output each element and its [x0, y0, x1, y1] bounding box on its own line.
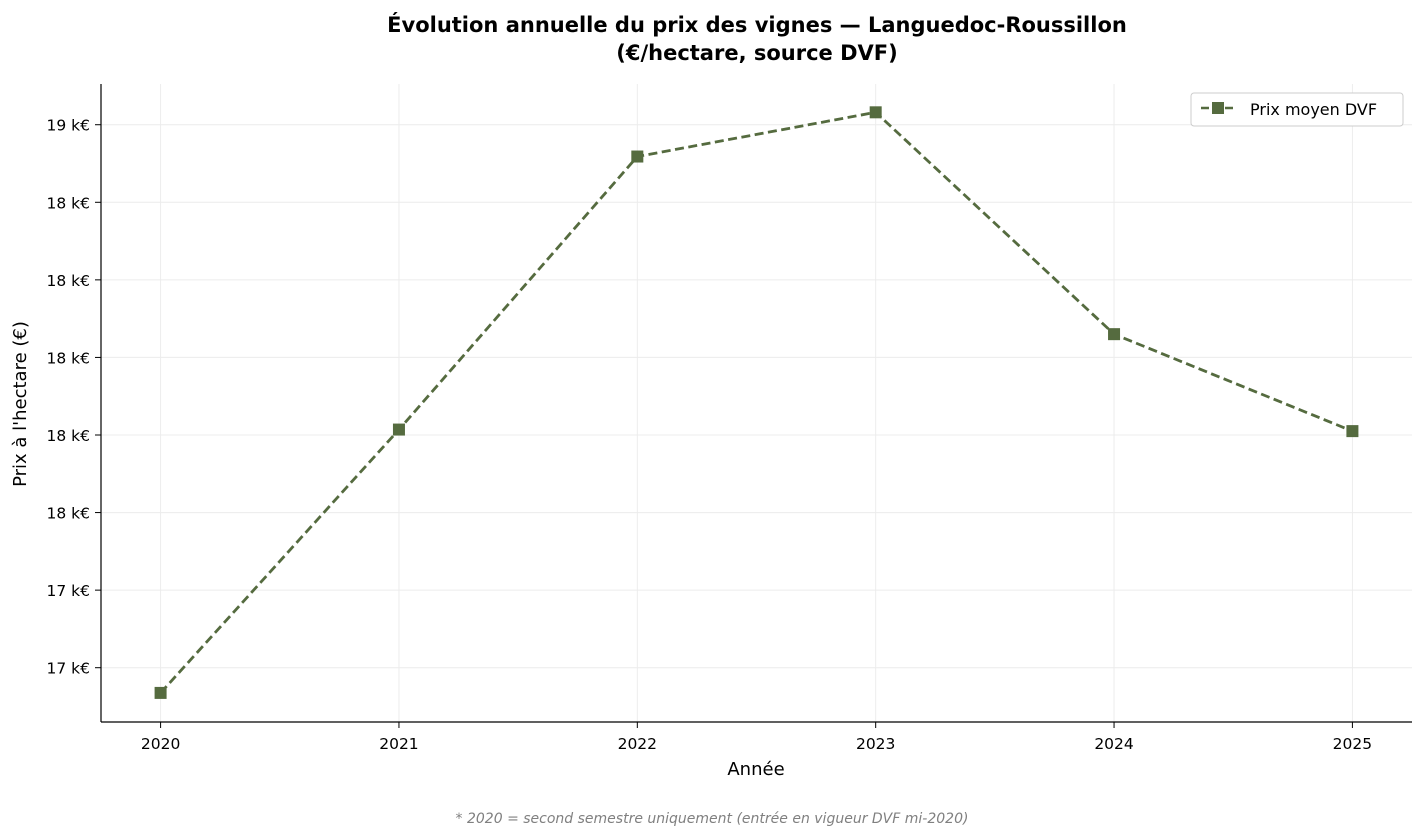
chart-title-line1: Évolution annuelle du prix des vignes — … [387, 12, 1127, 37]
axes [95, 84, 1412, 728]
y-tick-label: 18 k€ [47, 505, 91, 523]
tick-labels: 2020 2021 2022 2023 2024 2025 17 k€ 17 k€ 18 k€ 1… [47, 117, 1373, 753]
y-tick-label: 18 k€ [47, 272, 91, 290]
data-point [154, 686, 167, 699]
data-point [1346, 425, 1359, 438]
x-tick-label: 2020 [141, 735, 180, 753]
legend-box [1190, 92, 1404, 127]
chart-title-line2: (€/hectare, source DVF) [616, 41, 897, 65]
x-tick-label: 2023 [856, 735, 895, 753]
y-tick-label: 19 k€ [47, 117, 91, 135]
x-tick-label: 2024 [1094, 735, 1133, 753]
y-tick-label: 18 k€ [47, 194, 91, 212]
series-layer [154, 106, 1359, 699]
footnote: * 2020 = second semestre uniquement (ent… [456, 811, 969, 827]
series-line [159, 110, 1353, 694]
x-tick-label: 2022 [618, 735, 657, 753]
legend: Prix moyen DVF [1190, 92, 1404, 127]
y-axis-label: Prix à l'hectare (€) [10, 321, 31, 487]
y-tick-label: 17 k€ [47, 582, 91, 600]
data-point [869, 106, 882, 119]
legend-marker-square [1212, 102, 1224, 114]
gridlines [101, 84, 1412, 722]
x-tick-label: 2021 [379, 735, 418, 753]
data-point [1108, 328, 1121, 341]
y-tick-label: 17 k€ [47, 660, 91, 678]
y-tick-label: 18 k€ [47, 427, 91, 445]
data-point [631, 150, 644, 163]
x-axis-label: Année [727, 759, 784, 780]
data-point [392, 423, 405, 436]
y-tick-label: 18 k€ [47, 349, 91, 367]
legend-label: Prix moyen DVF [1250, 100, 1377, 119]
x-tick-label: 2025 [1333, 735, 1372, 753]
